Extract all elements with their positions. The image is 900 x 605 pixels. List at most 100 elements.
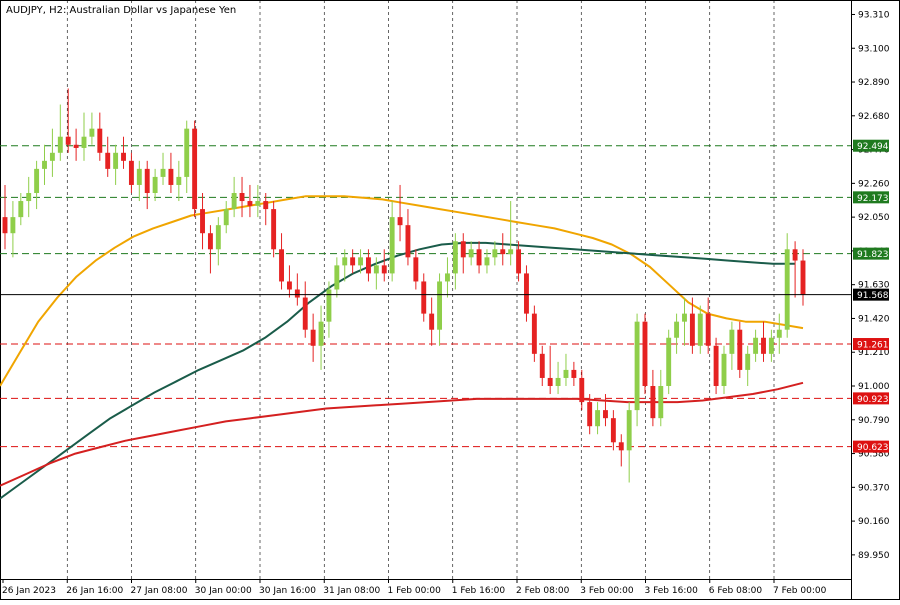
price-tick-label: 92.890 [858,78,890,88]
bullish-candle [508,249,514,255]
price-tick-label: 91.420 [858,314,890,324]
bullish-candle [555,377,561,386]
bullish-candle [729,329,735,354]
bearish-candle [192,128,198,210]
bearish-candle [2,217,8,234]
bullish-candle [674,321,680,338]
time-tick-label: 7 Feb 00:00 [773,586,827,596]
bullish-candle [697,313,703,346]
time-tick-label: 1 Feb 00:00 [388,586,442,596]
time-tick-label: 30 Jan 00:00 [195,586,252,596]
bearish-candle [121,152,126,161]
bullish-candle [255,201,261,206]
bullish-candle [49,152,55,161]
bullish-candle [223,209,229,226]
bearish-candle [65,136,71,145]
resistance-level-label-bg [853,139,889,152]
moving-averages [0,195,804,500]
bearish-candle [381,265,387,274]
bearish-candle [531,313,537,354]
current-price-label: 91.568 [857,291,889,301]
time-tick-label: 2 Feb 08:00 [516,586,570,596]
bearish-candle [761,337,766,354]
bearish-candle [97,128,103,153]
bearish-candle [516,249,522,274]
bullish-candle [452,241,458,274]
resistance-level-label-bg [853,247,889,260]
price-tick-label: 90.370 [858,483,890,493]
bearish-candle [294,289,300,298]
bearish-candle [579,377,585,403]
bullish-candle [10,217,16,234]
bullish-candle [231,193,237,210]
time-tick-label: 1 Feb 16:00 [452,586,506,596]
time-tick-label: 6 Feb 08:00 [709,586,763,596]
bullish-candle [18,201,24,218]
bullish-candle [318,321,324,346]
resistance-level-label-bg [853,191,889,204]
bearish-candle [200,209,205,234]
bearish-candle [413,257,419,282]
bullish-candle [26,193,32,202]
bullish-candle [334,265,340,290]
bullish-candle [468,249,474,258]
bullish-candle [136,168,142,185]
bullish-candle [753,337,759,354]
bullish-candle [445,273,450,282]
bullish-candle [721,353,727,386]
bullish-candle [57,136,63,153]
bullish-candle [34,168,40,193]
support-level-label-bg [853,440,889,453]
bearish-candle [539,353,545,378]
bearish-candle [524,273,529,314]
bullish-candle [89,128,95,137]
price-tick-label: 92.680 [858,112,890,122]
bullish-candle [682,313,687,322]
bullish-candle [176,176,182,185]
bullish-candle [152,176,158,193]
time-tick-label: 3 Feb 16:00 [645,586,699,596]
bearish-candle [460,241,466,258]
bullish-candle [776,329,782,338]
bullish-candle [595,410,601,427]
time-tick-label: 31 Jan 08:00 [323,586,380,596]
bullish-candle [666,337,672,386]
support-level-label: 90.923 [857,395,889,405]
bearish-candle [650,386,656,419]
bullish-candle [784,249,790,330]
bullish-candle [484,257,490,266]
bearish-candle [547,377,553,386]
bullish-candle [160,168,166,177]
moving-average-line [0,381,804,487]
bearish-candle [286,281,292,290]
bearish-candle [800,260,806,295]
bearish-candle [128,160,134,185]
bearish-candle [429,313,435,330]
bearish-candle [405,225,411,258]
time-tick-label: 27 Jan 08:00 [131,586,188,596]
bullish-candle [563,369,569,378]
price-tick-label: 90.160 [858,517,890,527]
level-labels: 92.494 92.173 91.823 91.261 90.923 90.623 [853,139,889,453]
moving-average-line [0,195,804,387]
bullish-candle [215,225,221,250]
bearish-candle [310,329,316,346]
support-level-label: 91.261 [857,341,889,351]
bearish-candle [618,442,624,451]
bearish-candle [737,329,743,370]
bullish-candle [358,257,363,266]
bullish-candle [658,386,664,419]
vertical-grid [66,0,775,579]
bullish-candle [342,257,348,266]
support-level-label-bg [853,392,889,405]
bullish-candle [81,136,87,148]
bullish-candle [437,281,443,330]
moving-average-line [0,241,795,500]
price-tick-label: 93.100 [858,44,890,54]
bearish-candle [500,249,506,255]
bearish-candle [689,313,695,346]
candlesticks [2,88,806,483]
bearish-candle [365,257,371,274]
